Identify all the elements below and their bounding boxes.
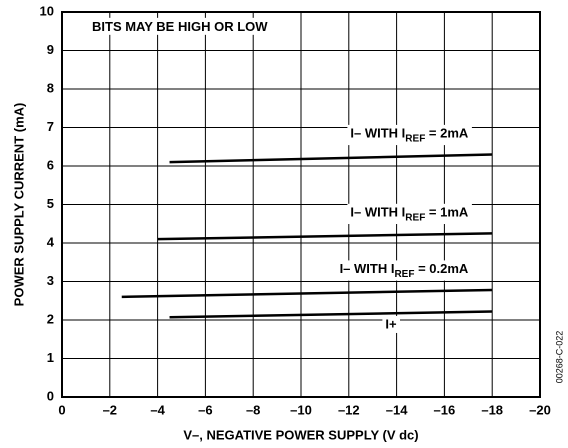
y-tick-label: 3 bbox=[47, 273, 54, 288]
label-background bbox=[347, 124, 472, 146]
series-line bbox=[169, 153, 493, 164]
x-tick-label: –12 bbox=[338, 402, 360, 417]
x-tick-label: –6 bbox=[198, 402, 212, 417]
series-label: I+ bbox=[385, 317, 397, 332]
series-line bbox=[157, 232, 493, 241]
x-axis-label: V–, NEGATIVE POWER SUPPLY (V dc) bbox=[183, 427, 418, 442]
y-tick-label: 7 bbox=[47, 119, 54, 134]
plot-frame bbox=[61, 11, 541, 398]
y-tick-label: 9 bbox=[47, 42, 54, 57]
label-text: = 1mA bbox=[425, 205, 469, 220]
label-background bbox=[347, 203, 472, 225]
y-tick-label: 1 bbox=[47, 350, 54, 365]
x-tick-label: –20 bbox=[529, 402, 551, 417]
y-tick-label: 8 bbox=[47, 80, 54, 95]
y-tick-label: 5 bbox=[47, 196, 54, 211]
x-tick-label: –4 bbox=[150, 402, 165, 417]
label-text: I– WITH I bbox=[350, 205, 405, 220]
label-text: = 0.2mA bbox=[414, 261, 468, 276]
y-tick-label: 4 bbox=[47, 234, 55, 249]
x-tick-label: –18 bbox=[481, 402, 503, 417]
y-tick-label: 0 bbox=[47, 388, 54, 403]
series-label: I– WITH IREF = 2mA bbox=[350, 126, 468, 144]
x-tick-label: 0 bbox=[58, 402, 65, 417]
label-text: = 2mA bbox=[425, 126, 469, 141]
label-text: I– WITH I bbox=[340, 261, 395, 276]
x-tick-label: –10 bbox=[290, 402, 312, 417]
series-line bbox=[169, 310, 493, 319]
label-text: I+ bbox=[385, 317, 397, 332]
label-text: I– WITH I bbox=[350, 126, 405, 141]
y-tick-label: 6 bbox=[47, 157, 54, 172]
y-axis-label: POWER SUPPLY CURRENT (mA) bbox=[11, 103, 26, 307]
label-subscript: REF bbox=[405, 212, 425, 223]
label-subscript: REF bbox=[405, 133, 425, 144]
chart-title: BITS MAY BE HIGH OR LOW bbox=[92, 19, 268, 34]
y-tick-label: 2 bbox=[47, 311, 54, 326]
series-label: I– WITH IREF = 1mA bbox=[350, 205, 468, 223]
series-label: I– WITH IREF = 0.2mA bbox=[340, 261, 469, 279]
x-tick-label: –2 bbox=[103, 402, 117, 417]
series-line bbox=[121, 288, 493, 299]
figure-id: 00268-C-022 bbox=[554, 331, 564, 384]
label-subscript: REF bbox=[394, 269, 414, 280]
x-tick-label: –16 bbox=[434, 402, 456, 417]
label-background bbox=[336, 260, 472, 281]
label-background bbox=[382, 315, 400, 333]
label-background bbox=[89, 17, 272, 35]
x-tick-label: –8 bbox=[246, 402, 260, 417]
x-tick-label: –14 bbox=[386, 402, 408, 417]
y-tick-label: 10 bbox=[40, 3, 54, 18]
